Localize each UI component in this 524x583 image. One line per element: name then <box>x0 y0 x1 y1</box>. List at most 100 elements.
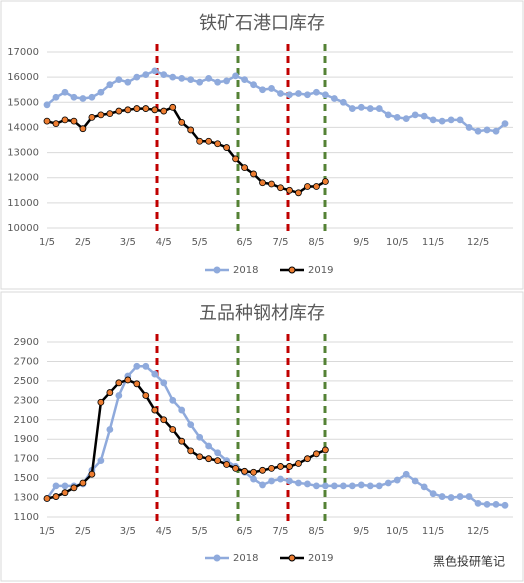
point <box>286 463 293 470</box>
point <box>313 183 320 190</box>
legend-label: 2018 <box>233 553 258 564</box>
point <box>232 464 239 472</box>
point <box>70 484 78 492</box>
point <box>142 392 150 399</box>
point <box>384 111 392 119</box>
point <box>214 140 222 148</box>
point <box>411 477 419 485</box>
x-tick-label: 10/5 <box>386 526 408 537</box>
legend-marker <box>288 554 296 562</box>
y-tick-label: 11000 <box>7 198 39 209</box>
point <box>151 67 159 75</box>
x-tick-label: 11/5 <box>422 526 444 537</box>
x-tick-label: 7/5 <box>272 237 288 248</box>
x-tick-label: 2/5 <box>75 237 91 248</box>
point <box>160 107 168 115</box>
point <box>205 75 213 82</box>
x-tick-label: 3/5 <box>120 526 136 537</box>
point <box>115 76 123 84</box>
point <box>61 482 69 490</box>
point <box>348 105 356 112</box>
legend-label: 2019 <box>308 265 333 276</box>
panel <box>0 0 524 290</box>
point <box>304 183 311 190</box>
y-tick-label: 2700 <box>14 356 39 367</box>
point <box>330 95 338 102</box>
y-tick-label: 12000 <box>7 173 39 184</box>
point <box>429 490 437 498</box>
point <box>196 433 204 441</box>
x-tick-label: 9/5 <box>353 237 369 248</box>
point <box>321 178 329 185</box>
point <box>259 481 266 489</box>
series-line <box>46 69 506 133</box>
point <box>321 482 329 490</box>
y-tick-label: 2100 <box>14 415 39 426</box>
point <box>313 482 320 490</box>
point <box>402 470 410 478</box>
point <box>196 137 204 145</box>
x-tick-label: 3/5 <box>120 237 136 248</box>
x-tick-label: 6/5 <box>237 237 253 248</box>
point <box>465 124 473 131</box>
point <box>384 479 392 487</box>
point <box>70 117 78 125</box>
point <box>330 482 338 490</box>
legend-marker <box>288 266 296 274</box>
point <box>304 455 311 463</box>
point <box>106 426 114 433</box>
x-tick-label: 2/5 <box>75 526 91 537</box>
point <box>43 117 51 125</box>
y-tick-label: 2500 <box>14 376 39 387</box>
point <box>97 457 105 465</box>
point <box>232 155 239 163</box>
x-tick-label: 7/5 <box>272 526 288 537</box>
point <box>259 86 266 94</box>
point <box>375 105 383 112</box>
point <box>348 482 356 490</box>
point <box>393 113 401 121</box>
point <box>339 482 347 490</box>
point <box>250 81 257 89</box>
x-tick-label: 1/5 <box>39 237 55 248</box>
point <box>43 101 51 109</box>
legend-marker <box>213 554 221 562</box>
point <box>169 103 177 111</box>
point <box>232 72 239 80</box>
point <box>133 380 141 388</box>
point <box>250 170 257 178</box>
point <box>313 88 320 96</box>
point <box>169 73 177 81</box>
point <box>151 406 159 414</box>
point <box>286 186 293 194</box>
point <box>304 91 311 99</box>
point <box>447 494 455 501</box>
point <box>295 189 302 197</box>
point <box>438 493 446 500</box>
x-tick-label: 6/5 <box>237 526 253 537</box>
point <box>178 75 186 82</box>
chart-title: 铁矿石港口库存 <box>199 13 325 34</box>
point <box>169 426 177 433</box>
point <box>214 78 222 86</box>
point <box>205 455 213 463</box>
point <box>438 117 446 125</box>
point <box>133 105 141 112</box>
point <box>286 91 293 99</box>
point <box>187 447 195 455</box>
point <box>61 88 69 96</box>
x-tick-label: 11/5 <box>422 237 444 248</box>
point <box>295 479 302 487</box>
chart-title: 五品种钢材库存 <box>199 303 325 324</box>
point <box>43 495 51 502</box>
point <box>259 466 266 474</box>
point <box>268 477 275 485</box>
x-tick-label: 12/5 <box>467 526 489 537</box>
point <box>465 493 473 500</box>
point <box>97 111 105 119</box>
y-tick-label: 10000 <box>7 223 39 234</box>
point <box>124 106 132 114</box>
point <box>268 85 275 92</box>
y-tick-label: 1300 <box>14 493 39 504</box>
